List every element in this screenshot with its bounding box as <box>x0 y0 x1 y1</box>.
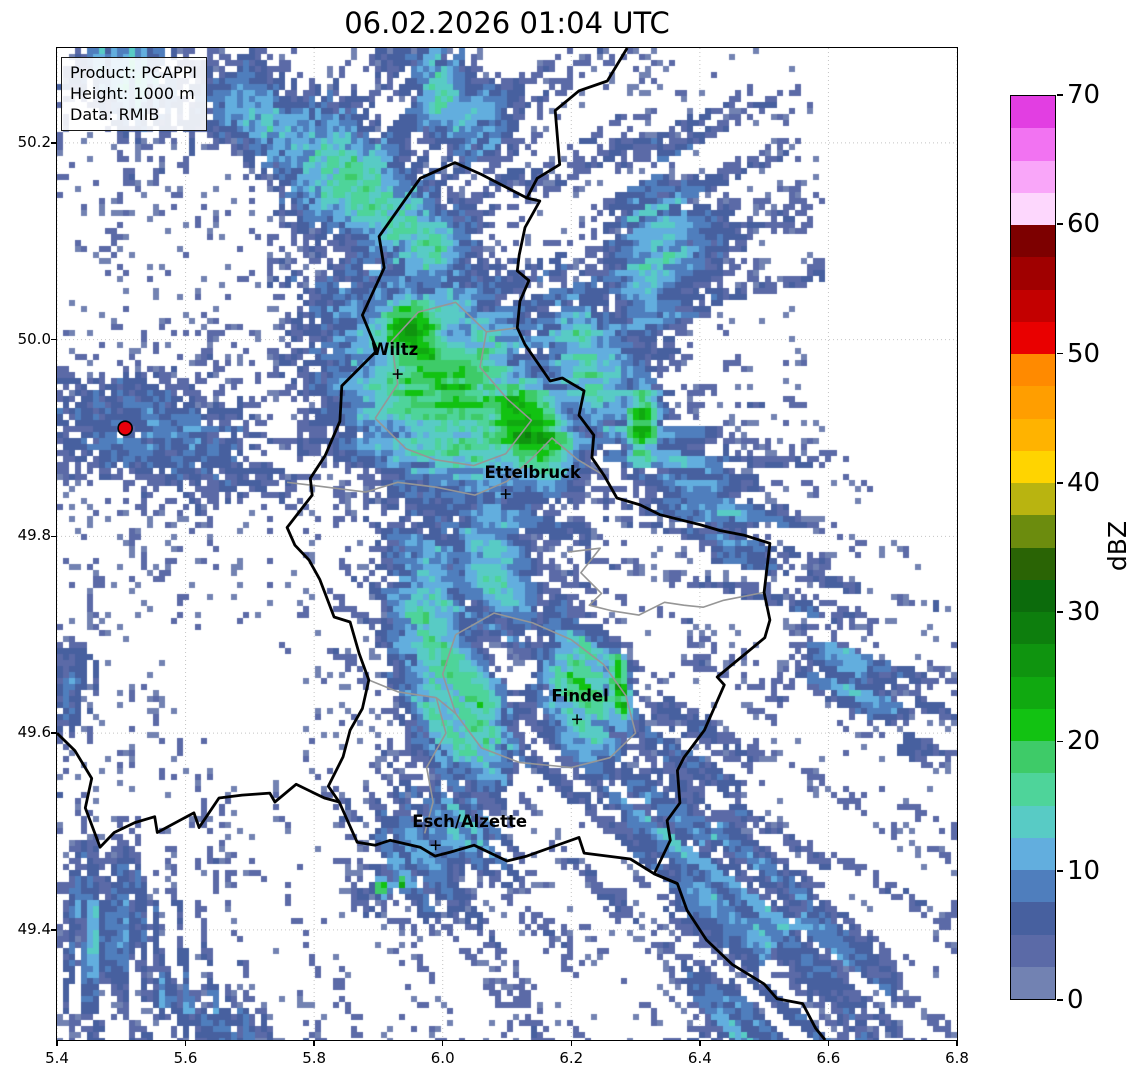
colorbar-segment <box>1011 515 1055 548</box>
colorbar <box>1010 95 1056 1000</box>
colorbar-segment <box>1011 160 1055 193</box>
colorbar-tick-label: 10 <box>1067 855 1101 886</box>
colorbar-title: dBZ <box>1103 520 1132 572</box>
x-axis-tick <box>56 1041 58 1046</box>
x-axis-tick-label: 5.4 <box>45 1049 69 1067</box>
colorbar-tick <box>1057 611 1063 613</box>
colorbar-tick <box>1057 999 1063 1001</box>
national-border <box>515 48 827 1040</box>
colorbar-segment <box>1011 547 1055 580</box>
colorbar-segment <box>1011 934 1055 967</box>
regional-border <box>441 612 637 769</box>
colorbar-segment <box>1011 612 1055 645</box>
colorbar-segment <box>1011 483 1055 516</box>
regional-border <box>486 327 518 333</box>
regional-border <box>568 547 765 616</box>
colorbar-segment <box>1011 257 1055 290</box>
x-axis-tick <box>184 1041 187 1046</box>
colorbar-tick <box>1057 94 1063 96</box>
national-border <box>285 161 528 803</box>
figure-title: 06.02.2026 01:04 UTC <box>344 6 670 40</box>
national-border <box>57 732 678 885</box>
colorbar-tick <box>1057 869 1063 872</box>
x-axis-tick-label: 6.0 <box>430 1049 455 1067</box>
colorbar-tick-label: 0 <box>1067 985 1084 1015</box>
colorbar-tick-label: 60 <box>1067 209 1101 240</box>
x-axis-tick-label: 6.6 <box>816 1049 841 1067</box>
colorbar-tick-label: 50 <box>1067 338 1101 369</box>
y-axis-tick <box>51 732 56 734</box>
colorbar-segment <box>1011 902 1055 935</box>
radar-reflectivity-canvas <box>57 48 957 1040</box>
city-label: Ettelbruck <box>485 463 582 482</box>
x-axis-tick-label: 5.8 <box>302 1049 327 1067</box>
y-axis-tick <box>51 338 56 341</box>
y-axis-tick-label: 49.4 <box>17 919 51 938</box>
radar-site-dot <box>117 420 133 436</box>
map-plot-area: Wiltz Ettelbruck Findel Esch/Alzette Produc… <box>56 47 958 1041</box>
y-axis-tick-label: 49.6 <box>17 723 51 742</box>
x-axis-tick <box>442 1041 444 1046</box>
y-axis-tick-label: 49.8 <box>17 526 51 545</box>
colorbar-tick-label: 30 <box>1067 597 1101 628</box>
colorbar-segment <box>1011 289 1055 322</box>
y-axis-tick <box>51 535 56 538</box>
colorbar-segment <box>1011 644 1055 677</box>
regional-border <box>374 301 533 467</box>
regional-border <box>423 697 447 834</box>
y-axis-tick-label: 50.0 <box>17 329 51 348</box>
y-axis-tick <box>51 929 56 931</box>
colorbar-tick <box>1057 740 1063 743</box>
y-axis-tick-label: 50.2 <box>17 132 51 151</box>
colorbar-segment <box>1011 96 1055 129</box>
info-product: Product: PCAPPI <box>70 63 198 82</box>
colorbar-segment <box>1011 837 1055 870</box>
x-axis-tick-label: 6.2 <box>559 1049 584 1067</box>
colorbar-segment <box>1011 773 1055 806</box>
info-height: Height: 1000 m <box>70 84 195 104</box>
colorbar-tick <box>1057 352 1063 355</box>
colorbar-segment <box>1011 225 1055 258</box>
colorbar-segment <box>1011 418 1055 451</box>
colorbar-tick-label: 70 <box>1067 80 1101 110</box>
colorbar-segment <box>1011 192 1055 225</box>
y-axis-tick <box>51 142 56 144</box>
city-label: Findel <box>551 686 608 705</box>
regional-border <box>368 679 457 715</box>
colorbar-segment <box>1011 708 1055 741</box>
colorbar-segment <box>1011 579 1055 612</box>
colorbar-tick-label: 40 <box>1067 467 1101 498</box>
x-axis-tick <box>570 1041 572 1046</box>
colorbar-segment <box>1011 128 1055 161</box>
x-axis-tick <box>699 1041 701 1046</box>
colorbar-segment <box>1011 966 1055 999</box>
x-axis-tick-label: 6.4 <box>687 1049 712 1067</box>
x-axis-tick-label: 6.8 <box>945 1049 969 1067</box>
x-axis-tick <box>956 1041 958 1046</box>
colorbar-tick <box>1057 223 1063 226</box>
info-data-source: Data: RMIB <box>70 105 160 125</box>
colorbar-segment <box>1011 870 1055 903</box>
product-info-box: Product: PCAPPI Height: 1000 m Data: RMI… <box>61 57 208 132</box>
regional-border <box>287 437 605 496</box>
x-axis-tick <box>827 1041 830 1046</box>
colorbar-segment <box>1011 676 1055 709</box>
x-axis-tick <box>313 1041 315 1046</box>
x-axis-tick-label: 5.6 <box>173 1049 198 1067</box>
colorbar-segment <box>1011 354 1055 387</box>
colorbar-segment <box>1011 450 1055 483</box>
city-label: Esch/Alzette <box>412 812 527 831</box>
colorbar-tick-label: 20 <box>1067 726 1101 757</box>
colorbar-segment <box>1011 386 1055 419</box>
colorbar-segment <box>1011 321 1055 354</box>
map-overlay: Wiltz Ettelbruck Findel Esch/Alzette <box>57 48 827 1040</box>
colorbar-segment <box>1011 741 1055 774</box>
city-label: Wiltz <box>371 340 418 359</box>
colorbar-segment <box>1011 805 1055 838</box>
colorbar-tick <box>1057 482 1063 484</box>
